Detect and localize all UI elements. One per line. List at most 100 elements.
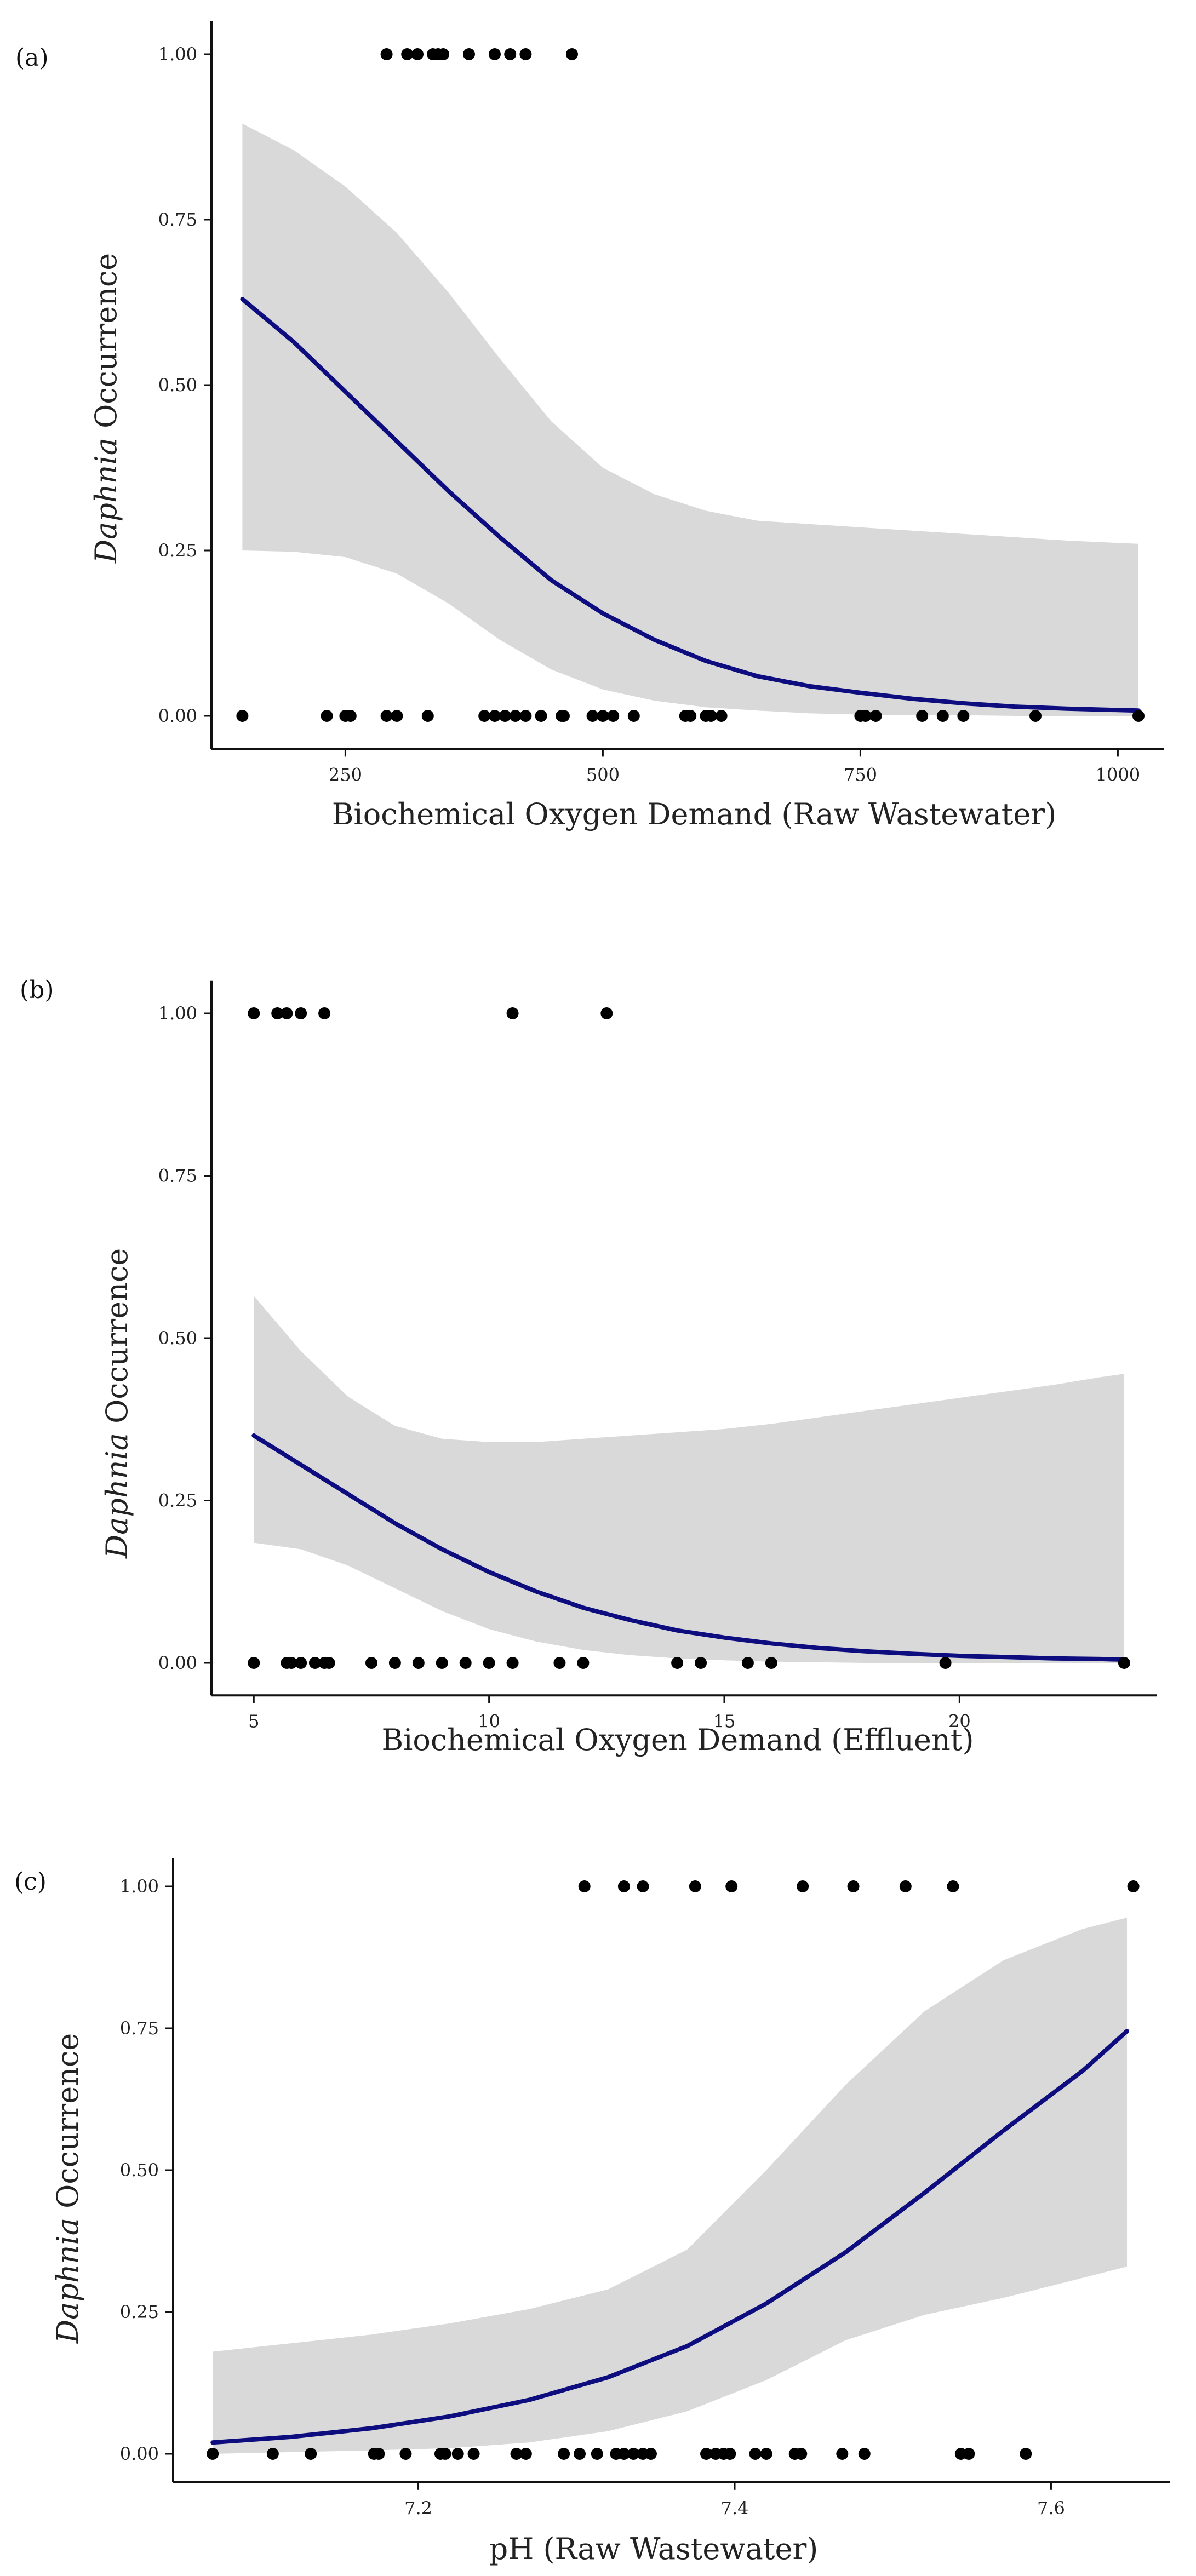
data-point-absence	[557, 710, 570, 722]
data-point-absence	[388, 1657, 401, 1669]
data-point-absence	[399, 2448, 412, 2460]
y-tick-label: 0.75	[120, 2018, 159, 2039]
data-point-occurrence	[281, 1007, 293, 1019]
data-point-occurrence	[899, 1880, 912, 1892]
y-axis-title-italic: Daphnia	[100, 1433, 134, 1559]
chart-panel-a: (a) Biochemical Oxygen Demand (Raw Waste…	[0, 0, 1196, 854]
data-point-absence	[627, 2448, 640, 2460]
y-axis-title: Daphnia Occurrence	[100, 1248, 134, 1559]
data-point-absence	[760, 2448, 772, 2460]
y-tick-label: 0.75	[158, 209, 197, 230]
data-point-absence	[439, 2448, 451, 2460]
data-point-absence	[266, 2448, 279, 2460]
x-tick-label: 7.4	[721, 2498, 749, 2518]
fit-line	[240, 297, 1141, 713]
data-point-absence	[963, 2448, 975, 2460]
y-tick-label: 1.00	[158, 44, 197, 65]
y-tick-label: 0.00	[120, 2443, 159, 2464]
data-point-occurrence	[504, 48, 517, 60]
data-point-occurrence	[271, 1007, 284, 1019]
y-tick-label: 0.00	[158, 705, 197, 726]
data-point-occurrence	[506, 1007, 519, 1019]
data-point-absence	[1132, 710, 1145, 722]
x-tick-label: 7.2	[404, 2498, 432, 2518]
x-tick-label: 10	[478, 1711, 500, 1731]
data-point-occurrence	[600, 1007, 613, 1019]
data-point-absence	[715, 710, 728, 722]
x-tick-label: 750	[844, 764, 877, 785]
data-point-absence	[373, 2448, 385, 2460]
x-axis-title: Biochemical Oxygen Demand (Effluent)	[381, 1723, 974, 1757]
data-point-absence	[483, 1657, 495, 1669]
data-point-absence	[248, 1657, 260, 1669]
data-point-absence	[510, 2448, 523, 2460]
data-point-absence	[421, 710, 434, 722]
confidence-band	[254, 1295, 1124, 1663]
x-axis-title: pH (Raw Wastewater)	[489, 2532, 819, 2566]
panel-label: (a)	[15, 44, 49, 72]
data-point-occurrence	[1127, 1880, 1140, 1892]
chart-panel-b: (b) Biochemical Oxygen Demand (Effluent)…	[0, 942, 1196, 1797]
x-tick-label: 1000	[1096, 764, 1140, 785]
data-point-absence	[627, 710, 640, 722]
confidence-band	[242, 123, 1138, 716]
data-point-occurrence	[637, 1880, 649, 1892]
fit-line	[210, 2029, 1129, 2445]
data-point-occurrence	[401, 48, 414, 60]
data-point-absence	[558, 2448, 570, 2460]
data-point-absence	[489, 710, 501, 722]
data-point-absence	[858, 2448, 871, 2460]
x-tick-label: 500	[586, 764, 620, 785]
data-point-occurrence	[489, 48, 501, 60]
data-point-occurrence	[437, 48, 449, 60]
data-point-occurrence	[689, 1880, 701, 1892]
data-point-absence	[478, 710, 491, 722]
data-point-absence	[1029, 710, 1042, 722]
x-tick-label: 15	[713, 1711, 736, 1731]
chart-c: pH (Raw Wastewater) Daphnia Occurrence 0…	[50, 1858, 1170, 2566]
data-point-absence	[321, 710, 333, 722]
data-point-absence	[323, 1657, 335, 1669]
fit-line	[251, 1433, 1126, 1662]
data-point-absence	[519, 710, 532, 722]
data-point-absence	[509, 710, 522, 722]
y-tick-label: 0.25	[158, 540, 197, 561]
y-tick-label: 0.25	[158, 1490, 197, 1511]
data-point-absence	[859, 710, 872, 722]
data-point-absence	[724, 2448, 736, 2460]
data-point-absence	[285, 1657, 297, 1669]
data-point-occurrence	[380, 48, 393, 60]
data-point-absence	[207, 2448, 219, 2460]
data-point-occurrence	[463, 48, 475, 60]
data-point-absence	[574, 2448, 586, 2460]
data-point-absence	[519, 2448, 532, 2460]
y-tick-label: 0.00	[158, 1653, 197, 1673]
data-point-absence	[391, 710, 403, 722]
x-tick-label: 5	[248, 1711, 259, 1731]
data-point-absence	[577, 1657, 590, 1669]
data-point-absence	[535, 710, 547, 722]
y-axis-title-italic: Daphnia	[50, 2218, 85, 2344]
data-point-absence	[705, 710, 717, 722]
data-point-occurrence	[411, 48, 424, 60]
data-point-absence	[607, 710, 620, 722]
data-point-absence	[741, 1657, 754, 1669]
data-point-occurrence	[617, 1880, 630, 1892]
data-point-absence	[695, 1657, 707, 1669]
data-point-occurrence	[947, 1880, 959, 1892]
data-point-absence	[1020, 2448, 1032, 2460]
y-axis-title-rest: Occurrence	[100, 1248, 134, 1433]
data-point-absence	[499, 710, 511, 722]
data-point-absence	[295, 1657, 307, 1669]
data-point-absence	[749, 2448, 762, 2460]
data-point-absence	[467, 2448, 480, 2460]
data-point-absence	[597, 710, 609, 722]
data-point-occurrence	[248, 1007, 260, 1019]
data-point-occurrence	[318, 1007, 331, 1019]
data-point-occurrence	[847, 1880, 860, 1892]
data-point-absence	[436, 1657, 448, 1669]
data-point-absence	[344, 710, 357, 722]
chart-a: Biochemical Oxygen Demand (Raw Wastewate…	[89, 21, 1164, 831]
data-point-absence	[451, 2448, 464, 2460]
data-point-absence	[506, 1657, 519, 1669]
